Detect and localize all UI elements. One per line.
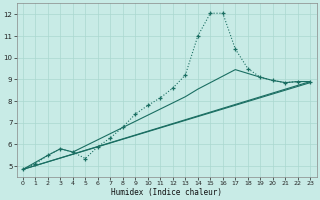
X-axis label: Humidex (Indice chaleur): Humidex (Indice chaleur) <box>111 188 222 197</box>
